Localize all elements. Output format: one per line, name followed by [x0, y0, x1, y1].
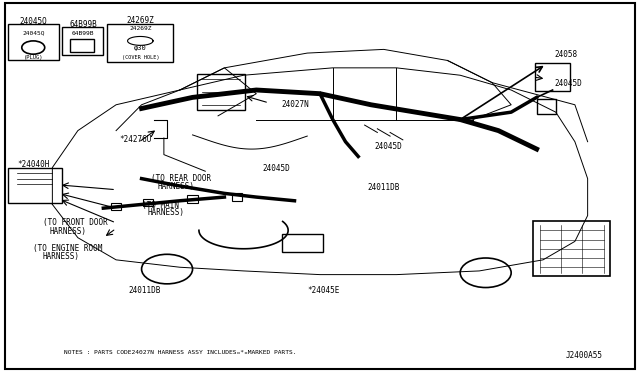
Text: (COVER HOLE): (COVER HOLE): [122, 55, 159, 60]
Text: HARNESS): HARNESS): [49, 227, 86, 235]
Text: *24040H: *24040H: [17, 160, 50, 169]
Text: HARNESS): HARNESS): [157, 182, 195, 191]
Bar: [537, 99, 556, 114]
Text: *24045E: *24045E: [307, 286, 340, 295]
Text: *24276U: *24276U: [119, 135, 152, 144]
Text: HARNESS): HARNESS): [43, 252, 80, 262]
Text: NOTES : PARTS CODE24027N HARNESS ASSY INCLUDES¤*¤MARKED PARTS.: NOTES : PARTS CODE24027N HARNESS ASSY IN…: [63, 350, 296, 355]
Bar: [70, 39, 95, 52]
Bar: [106, 23, 173, 62]
Text: (PLUG): (PLUG): [24, 55, 43, 60]
Text: φ30: φ30: [134, 45, 147, 51]
Bar: [188, 195, 198, 203]
Bar: [232, 193, 243, 201]
Text: (TO FRONT DOOR: (TO FRONT DOOR: [43, 218, 108, 227]
Text: 24269Z: 24269Z: [129, 26, 152, 31]
Text: 24045D: 24045D: [554, 79, 582, 88]
Text: 24045Q: 24045Q: [19, 17, 47, 26]
Text: 24045D: 24045D: [262, 164, 291, 173]
Text: 64B99B: 64B99B: [72, 31, 94, 36]
Text: 64B99B: 64B99B: [69, 20, 97, 29]
Text: 24045D: 24045D: [374, 142, 402, 151]
Text: (TO REAR DOOR: (TO REAR DOOR: [151, 174, 211, 183]
Text: HARNESS): HARNESS): [148, 208, 185, 217]
Text: 24269Z: 24269Z: [127, 16, 154, 25]
Text: 24027N: 24027N: [282, 100, 310, 109]
Bar: [62, 27, 103, 55]
Text: 24058: 24058: [554, 51, 578, 60]
Bar: [8, 23, 59, 61]
Text: (TO MAIN: (TO MAIN: [141, 201, 179, 210]
Bar: [282, 234, 323, 253]
Text: J2400A55: J2400A55: [566, 350, 603, 360]
Bar: [111, 203, 121, 210]
Text: 24011DB: 24011DB: [368, 183, 400, 192]
Text: 24011DB: 24011DB: [129, 286, 161, 295]
Text: 24045Q: 24045Q: [22, 30, 45, 35]
Bar: [143, 199, 153, 206]
Text: (TO ENGINE ROOM: (TO ENGINE ROOM: [33, 244, 102, 253]
